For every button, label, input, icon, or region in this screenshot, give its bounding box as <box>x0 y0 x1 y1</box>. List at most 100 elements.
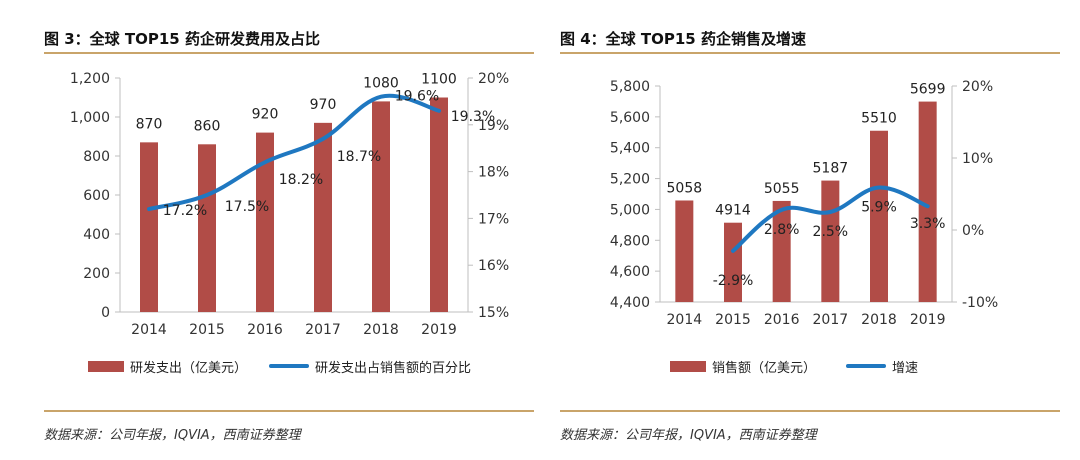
series-line <box>731 185 930 253</box>
figure-4-source: 数据来源：公司年报，IQVIA，西南证券整理 <box>560 428 817 443</box>
x-tick-label: 2015 <box>715 312 751 328</box>
line-value-label: 18.2% <box>279 172 323 188</box>
y-left-tick-label: 5,800 <box>610 79 650 95</box>
y-left-tick-label: 400 <box>83 227 110 243</box>
bar-value-label: 870 <box>136 116 163 132</box>
bar-value-label: 860 <box>194 118 221 134</box>
legend-label-sales: 销售额（亿美元） <box>712 360 817 376</box>
y-left-tick-label: 5,600 <box>610 110 650 126</box>
figure-4-legend: 销售额（亿美元） 增速 <box>670 354 940 378</box>
figure-4-bottom-rule <box>560 410 1060 412</box>
figure-3-panel: 图 3：全球 TOP15 药企研发费用及占比 0 200 400 600 800 1,00… <box>44 30 534 443</box>
bar <box>256 132 274 312</box>
bar <box>724 222 742 302</box>
y-right-tick-label: 17% <box>478 211 509 227</box>
y-left-tick-label: 5,200 <box>610 172 650 188</box>
legend-bar-swatch <box>670 360 706 372</box>
y-left-tick-label: 1,200 <box>70 71 110 87</box>
legend-line-swatch <box>269 364 310 368</box>
y-right-tick-label: 18% <box>478 165 509 181</box>
legend-item-sales: 销售额（亿美元） <box>670 357 816 376</box>
line-value-label: 18.7% <box>337 149 381 165</box>
y-left-tick-label: 4,600 <box>610 264 650 280</box>
y-left-tick-label: 1,000 <box>70 110 110 126</box>
y-right-tick-label: 15% <box>478 305 509 321</box>
figure-4-top-rule <box>560 52 1060 54</box>
x-tick-label: 2014 <box>131 322 167 338</box>
x-tick-label: 2018 <box>861 312 897 328</box>
figure-3-chart: 0 200 400 600 800 1,000 1,200 15% 16% 17% 18% 19% 20… <box>70 71 509 338</box>
bar <box>430 97 448 312</box>
line-value-label: 3.3% <box>910 216 946 232</box>
line-value-label: -2.9% <box>713 273 754 289</box>
y-left-tick-label: 4,800 <box>610 233 650 249</box>
y-left-tick-label: 200 <box>83 266 110 282</box>
x-tick-label: 2015 <box>189 322 225 338</box>
legend-line-swatch <box>846 364 887 368</box>
legend-item-rd-ratio: 研发支出占销售额的百分比 <box>269 357 471 376</box>
legend-bar-swatch <box>88 360 124 372</box>
bar <box>870 130 888 302</box>
bar-value-label: 970 <box>310 97 337 113</box>
line-value-label: 17.5% <box>225 199 269 215</box>
y-left-tick-label: 5,000 <box>610 202 650 218</box>
bar-value-label: 5699 <box>910 82 946 98</box>
bar <box>918 101 937 302</box>
bar <box>821 180 840 302</box>
bar <box>314 122 332 312</box>
line-value-label: 5.9% <box>861 200 897 216</box>
figure-3-bottom-rule <box>44 410 534 412</box>
bar-value-label: 4914 <box>715 203 751 219</box>
y-left-tick-label: 4,400 <box>610 295 650 311</box>
y-right-tick-label: 19% <box>478 118 509 134</box>
bar <box>772 200 791 302</box>
figure-3-top-rule <box>44 52 534 54</box>
y-left-tick-label: 600 <box>83 188 110 204</box>
figure-3-legend: 研发支出（亿美元） 研发支出占销售额的百分比 <box>88 354 493 378</box>
bar-value-label: 5058 <box>667 180 703 196</box>
line-value-label: 2.8% <box>764 222 800 238</box>
series-line <box>147 93 441 212</box>
line-value-label: 19.6% <box>395 89 439 105</box>
figure-3-title: 图 3：全球 TOP15 药企研发费用及占比 <box>44 30 320 48</box>
legend-label-rd-ratio: 研发支出占销售额的百分比 <box>315 360 472 376</box>
y-right-tick-label: 0% <box>962 223 984 239</box>
y-right-tick-label: 10% <box>962 151 993 167</box>
legend-item-rd-spend: 研发支出（亿美元） <box>88 357 247 376</box>
y-right-tick-label: 20% <box>478 71 509 87</box>
bar-value-label: 5055 <box>764 181 800 197</box>
x-tick-label: 2018 <box>363 322 399 338</box>
y-left-tick-label: 800 <box>83 149 110 165</box>
bar-value-label: 1080 <box>363 75 399 91</box>
y-right-tick-label: -10% <box>962 295 998 311</box>
x-tick-label: 2019 <box>421 322 457 338</box>
bar <box>198 144 216 312</box>
y-right-tick-label: 20% <box>962 79 993 95</box>
figure-4-title: 图 4：全球 TOP15 药企销售及增速 <box>560 30 806 48</box>
x-tick-label: 2016 <box>764 312 800 328</box>
y-right-tick-label: 16% <box>478 258 509 274</box>
x-tick-label: 2016 <box>247 322 283 338</box>
figure-4-panel: 图 4：全球 TOP15 药企销售及增速 4,400 4,600 4,800 5,00… <box>540 0 1080 460</box>
bar-value-label: 1100 <box>421 72 457 88</box>
x-tick-label: 2017 <box>305 322 341 338</box>
x-tick-label: 2019 <box>910 312 946 328</box>
bar-value-label: 5187 <box>813 161 849 177</box>
line-value-label: 2.5% <box>813 224 849 240</box>
bar <box>372 101 390 313</box>
x-tick-label: 2014 <box>667 312 703 328</box>
line-value-label: 17.2% <box>163 203 207 219</box>
figure-4-chart: 4,400 4,600 4,800 5,000 5,200 5,400 5,600 5,800… <box>610 79 998 328</box>
bar <box>675 200 694 302</box>
x-tick-label: 2017 <box>813 312 849 328</box>
legend-item-growth: 增速 <box>846 357 918 376</box>
legend-label-growth: 增速 <box>892 360 919 376</box>
line-value-label: 19.3% <box>451 109 495 125</box>
bar-value-label: 5510 <box>861 111 897 127</box>
y-left-tick-label: 0 <box>101 305 110 321</box>
figure-3-source: 数据来源：公司年报，IQVIA，西南证券整理 <box>44 428 301 443</box>
bar <box>140 142 158 312</box>
y-left-tick-label: 5,400 <box>610 141 650 157</box>
legend-label-rd-spend: 研发支出（亿美元） <box>130 360 248 376</box>
bar-value-label: 920 <box>252 107 279 123</box>
